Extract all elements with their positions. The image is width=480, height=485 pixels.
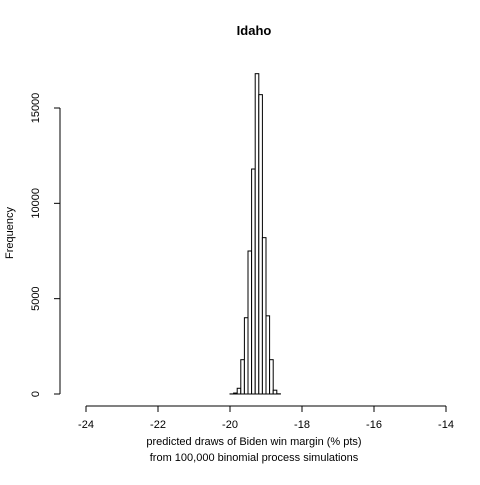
- y-axis: 0 5000 10000 15000: [30, 93, 60, 397]
- chart-title: Idaho: [237, 23, 272, 38]
- x-axis-label-line2: from 100,000 binomial process simulation…: [150, 452, 359, 464]
- y-tick-label: 5000: [30, 286, 42, 310]
- histogram-bar: [248, 251, 252, 394]
- histogram-bar: [270, 360, 274, 394]
- histogram-bar: [241, 360, 245, 394]
- histogram-bars: [230, 74, 280, 394]
- y-tick-label: 10000: [30, 188, 42, 219]
- histogram-bar: [262, 238, 266, 394]
- x-tick-label: -20: [222, 419, 238, 431]
- x-tick-label: -16: [366, 419, 382, 431]
- histogram-bar: [237, 388, 241, 394]
- x-tick-label: -14: [438, 419, 454, 431]
- x-axis: -24 -22 -20 -18 -16 -14: [78, 406, 454, 431]
- x-tick-label: -22: [150, 419, 166, 431]
- histogram-bar: [252, 169, 256, 394]
- histogram-bar: [255, 74, 259, 394]
- x-axis-label: predicted draws of Biden win margin (% p…: [146, 436, 361, 448]
- histogram-bar: [259, 95, 263, 394]
- histogram-bar: [266, 316, 270, 394]
- x-tick-label: -24: [78, 419, 94, 431]
- y-tick-label: 15000: [30, 93, 42, 124]
- y-axis-label: Frequency: [4, 207, 16, 259]
- x-tick-label: -18: [294, 419, 310, 431]
- y-tick-label: 0: [30, 391, 42, 397]
- histogram-bar: [234, 393, 238, 394]
- histogram-bar: [244, 318, 248, 394]
- histogram-bar: [273, 390, 277, 394]
